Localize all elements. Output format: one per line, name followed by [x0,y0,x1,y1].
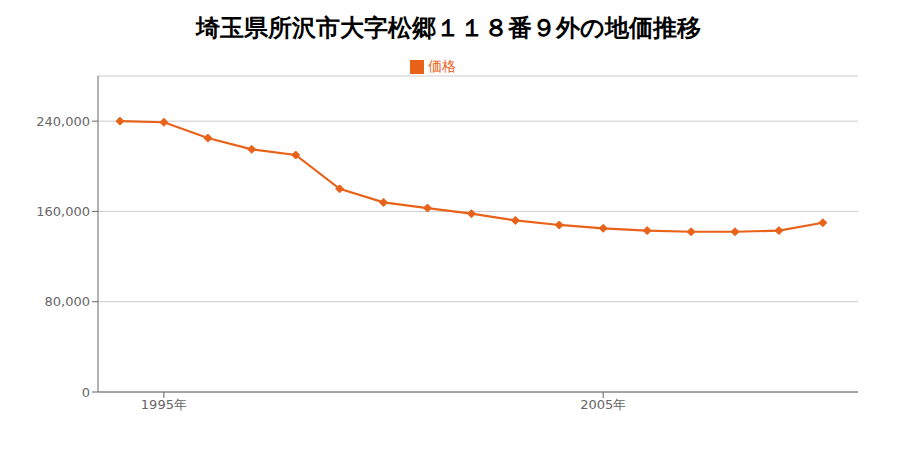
html-text:価格: 価格 [428,58,456,74]
svg-text:160,000: 160,000 [36,204,90,219]
svg-text:240,000: 240,000 [36,114,90,129]
svg-text:80,000: 80,000 [45,294,91,309]
html-text:埼玉県所沢市大字松郷１１８番９外の地価推移: 埼玉県所沢市大字松郷１１８番９外の地価推移 [195,14,701,42]
svg-text:2005年: 2005年 [580,397,626,412]
svg-text:0: 0 [82,385,90,400]
svg-text:1995年: 1995年 [141,397,187,412]
